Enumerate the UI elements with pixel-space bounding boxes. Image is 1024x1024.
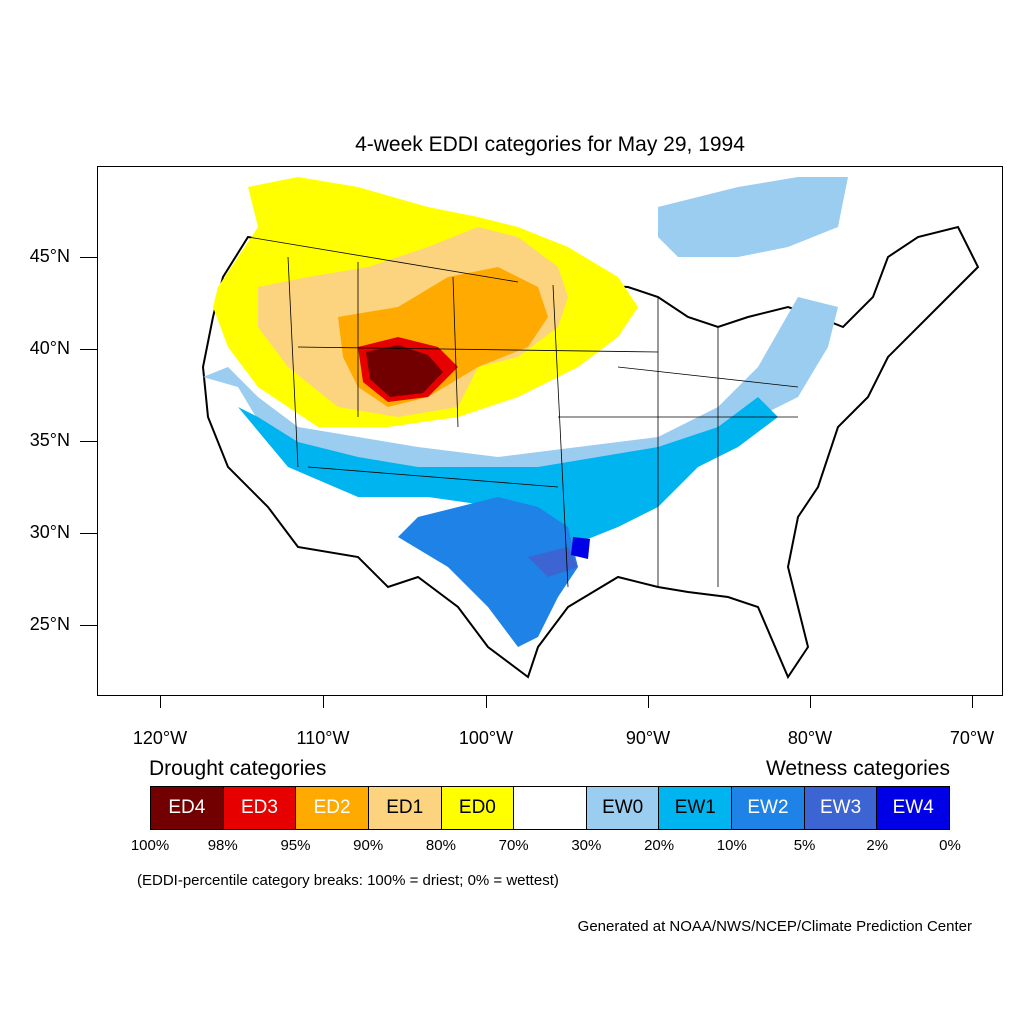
lat-label: 25°N: [29, 614, 70, 634]
legend-colorbar: ED4 ED3 ED2 ED1 ED0 EW0 EW1 EW2 EW3 EW4: [150, 786, 950, 830]
ew1-region: [238, 397, 778, 547]
lon-label: 120°W: [132, 728, 188, 748]
lat-tick: [80, 625, 97, 626]
legend-swatch-ew2: EW2: [732, 787, 805, 829]
lon-label: 80°W: [787, 728, 833, 748]
legend-swatch-ed1: ED1: [368, 787, 442, 829]
legend-swatch-ed2: ED2: [296, 787, 369, 829]
lat-label: 30°N: [29, 522, 70, 542]
category-note: (EDDI-percentile category breaks: 100% =…: [137, 872, 559, 889]
ew0-region: [203, 297, 838, 487]
lat-label: 35°N: [29, 430, 70, 450]
legend-break-label: 95%: [280, 837, 311, 854]
legend-swatch-neutral: [514, 787, 587, 829]
lon-tick: [160, 696, 161, 708]
legend-break-label: 20%: [644, 837, 675, 854]
legend-break-label: 90%: [353, 837, 384, 854]
ew1-great-lakes: [658, 177, 848, 257]
lon-label: 70°W: [949, 728, 995, 748]
ew4-region: [571, 537, 590, 559]
eddi-map: [201, 177, 980, 680]
legend-swatch-ew4: EW4: [877, 787, 950, 829]
wetness-heading: Wetness categories: [765, 757, 950, 780]
ed4-region: [366, 345, 443, 397]
legend-swatch-ew0: EW0: [586, 787, 660, 829]
lon-tick: [972, 696, 973, 708]
legend-break-label: 80%: [425, 837, 456, 854]
legend-break-label: 5%: [793, 837, 816, 854]
lat-tick: [80, 441, 97, 442]
lat-label: 45°N: [29, 246, 70, 266]
map-panel: [97, 166, 1003, 696]
lat-tick: [80, 349, 97, 350]
legend-swatch-ed0: ED0: [441, 787, 515, 829]
lat-tick: [80, 533, 97, 534]
legend-break-label: 0%: [939, 837, 961, 854]
lon-label: 90°W: [625, 728, 671, 748]
legend-break-label: 98%: [207, 837, 238, 854]
legend-break-label: 30%: [571, 837, 602, 854]
lat-tick: [80, 257, 97, 258]
legend-swatch-ew1: EW1: [659, 787, 733, 829]
legend-break-label: 100%: [130, 837, 170, 854]
legend-swatch-ew3: EW3: [804, 787, 878, 829]
lon-label: 100°W: [458, 728, 514, 748]
credit-line: Generated at NOAA/NWS/NCEP/Climate Predi…: [577, 918, 972, 935]
ew2-region: [398, 497, 578, 647]
lon-tick: [810, 696, 811, 708]
legend-swatch-ed4: ED4: [151, 787, 224, 829]
legend-break-label: 70%: [498, 837, 529, 854]
lon-label: 110°W: [296, 728, 350, 748]
legend-break-label: 10%: [716, 837, 747, 854]
map-title: 4-week EDDI categories for May 29, 1994: [355, 133, 745, 156]
drought-heading: Drought categories: [149, 757, 327, 780]
legend-swatch-ed3: ED3: [223, 787, 297, 829]
lon-tick: [323, 696, 324, 708]
lat-label: 40°N: [29, 338, 70, 358]
lon-tick: [486, 696, 487, 708]
lon-tick: [648, 696, 649, 708]
ew3-region: [528, 547, 578, 577]
state-boundaries: [247, 236, 799, 588]
legend-break-label: 2%: [866, 837, 889, 854]
